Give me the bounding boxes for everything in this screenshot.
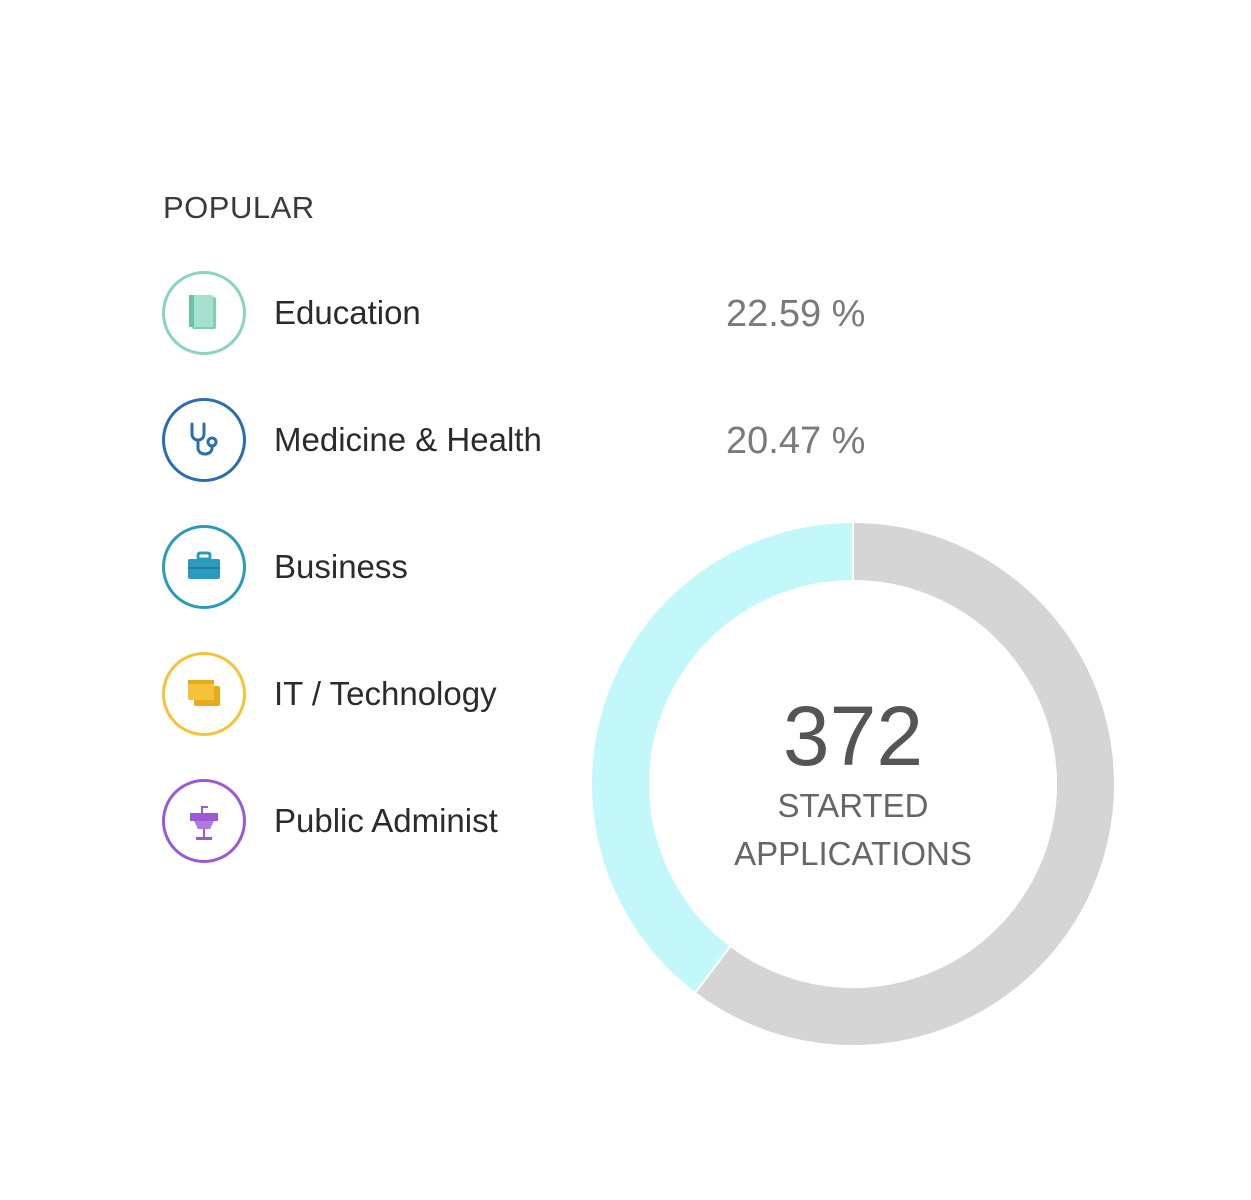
applications-donut-chart: 372 STARTED APPLICATIONS [585,516,1121,1052]
caption-line-2: APPLICATIONS [734,835,972,872]
category-label: Medicine & Health [274,421,542,458]
donut-segment-2 [693,520,1116,1047]
stethoscope-icon [162,398,246,482]
category-label: Education [274,294,421,331]
category-education[interactable]: Education [162,267,622,359]
started-applications-count: 372 [782,689,924,784]
section-title: POPULAR [163,190,315,225]
category-label: IT / Technology [274,675,497,712]
category-it-technology[interactable]: IT / Technology [162,648,622,740]
category-business[interactable]: Business [162,521,622,613]
book-icon [162,271,246,355]
briefcase-icon [162,525,246,609]
started-applications-caption: STARTED APPLICATIONS [734,782,972,878]
donut-chart-svg [590,520,1116,1047]
category-percent: 22.59 % [726,293,866,335]
category-label: Public Administ [274,802,498,839]
donut-segment-1 [590,520,854,995]
caption-line-1: STARTED [777,787,929,825]
donut-center: 372 STARTED APPLICATIONS [585,516,1121,1052]
category-medicine-health[interactable]: Medicine & Health [162,394,622,486]
category-label: Business [274,548,408,585]
category-public-administration[interactable]: Public Administ [162,775,622,867]
category-percent: 20.47 % [726,420,866,462]
windows-icon [162,652,246,736]
podium-icon [162,779,246,863]
